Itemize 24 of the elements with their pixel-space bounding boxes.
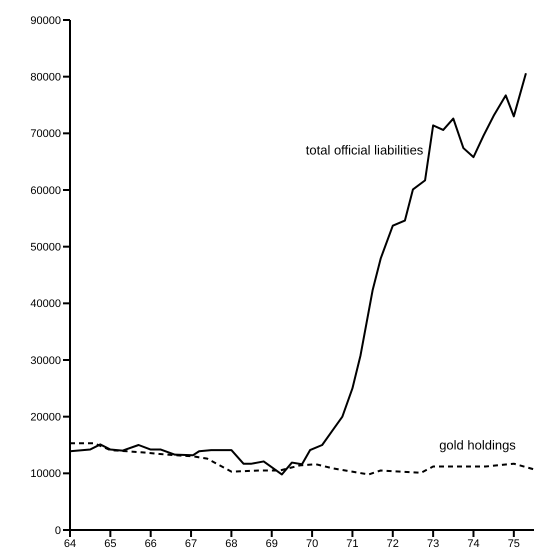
x-tick-label: 64 bbox=[64, 538, 76, 550]
y-tick-label: 20000 bbox=[30, 412, 61, 424]
x-tick-label: 73 bbox=[427, 538, 440, 550]
x-tick-label: 72 bbox=[386, 538, 399, 550]
series-label: total official liabilities bbox=[306, 142, 424, 158]
y-tick-label: 90000 bbox=[30, 14, 61, 27]
y-tick-label: 30000 bbox=[30, 354, 61, 367]
x-tick-label: 70 bbox=[306, 538, 318, 550]
series-label: gold holdings bbox=[439, 438, 516, 452]
x-tick-label: 66 bbox=[144, 538, 157, 550]
x-tick-label: 69 bbox=[266, 538, 278, 550]
y-tick-label: 0 bbox=[54, 524, 61, 537]
x-tick-label: 65 bbox=[104, 538, 116, 550]
y-tick-label: 10000 bbox=[30, 468, 61, 480]
y-tick-label: 60000 bbox=[30, 184, 61, 197]
y-tick-label: 40000 bbox=[30, 298, 61, 310]
y-tick-label: 70000 bbox=[30, 128, 61, 140]
y-tick-label: 80000 bbox=[30, 72, 61, 84]
x-tick-label: 75 bbox=[508, 538, 520, 550]
x-tick-label: 71 bbox=[346, 538, 359, 550]
x-tick-label: 74 bbox=[467, 538, 480, 550]
x-tick-label: 68 bbox=[225, 538, 238, 550]
x-tick-label: 67 bbox=[184, 538, 198, 550]
y-tick-label: 50000 bbox=[30, 242, 61, 254]
